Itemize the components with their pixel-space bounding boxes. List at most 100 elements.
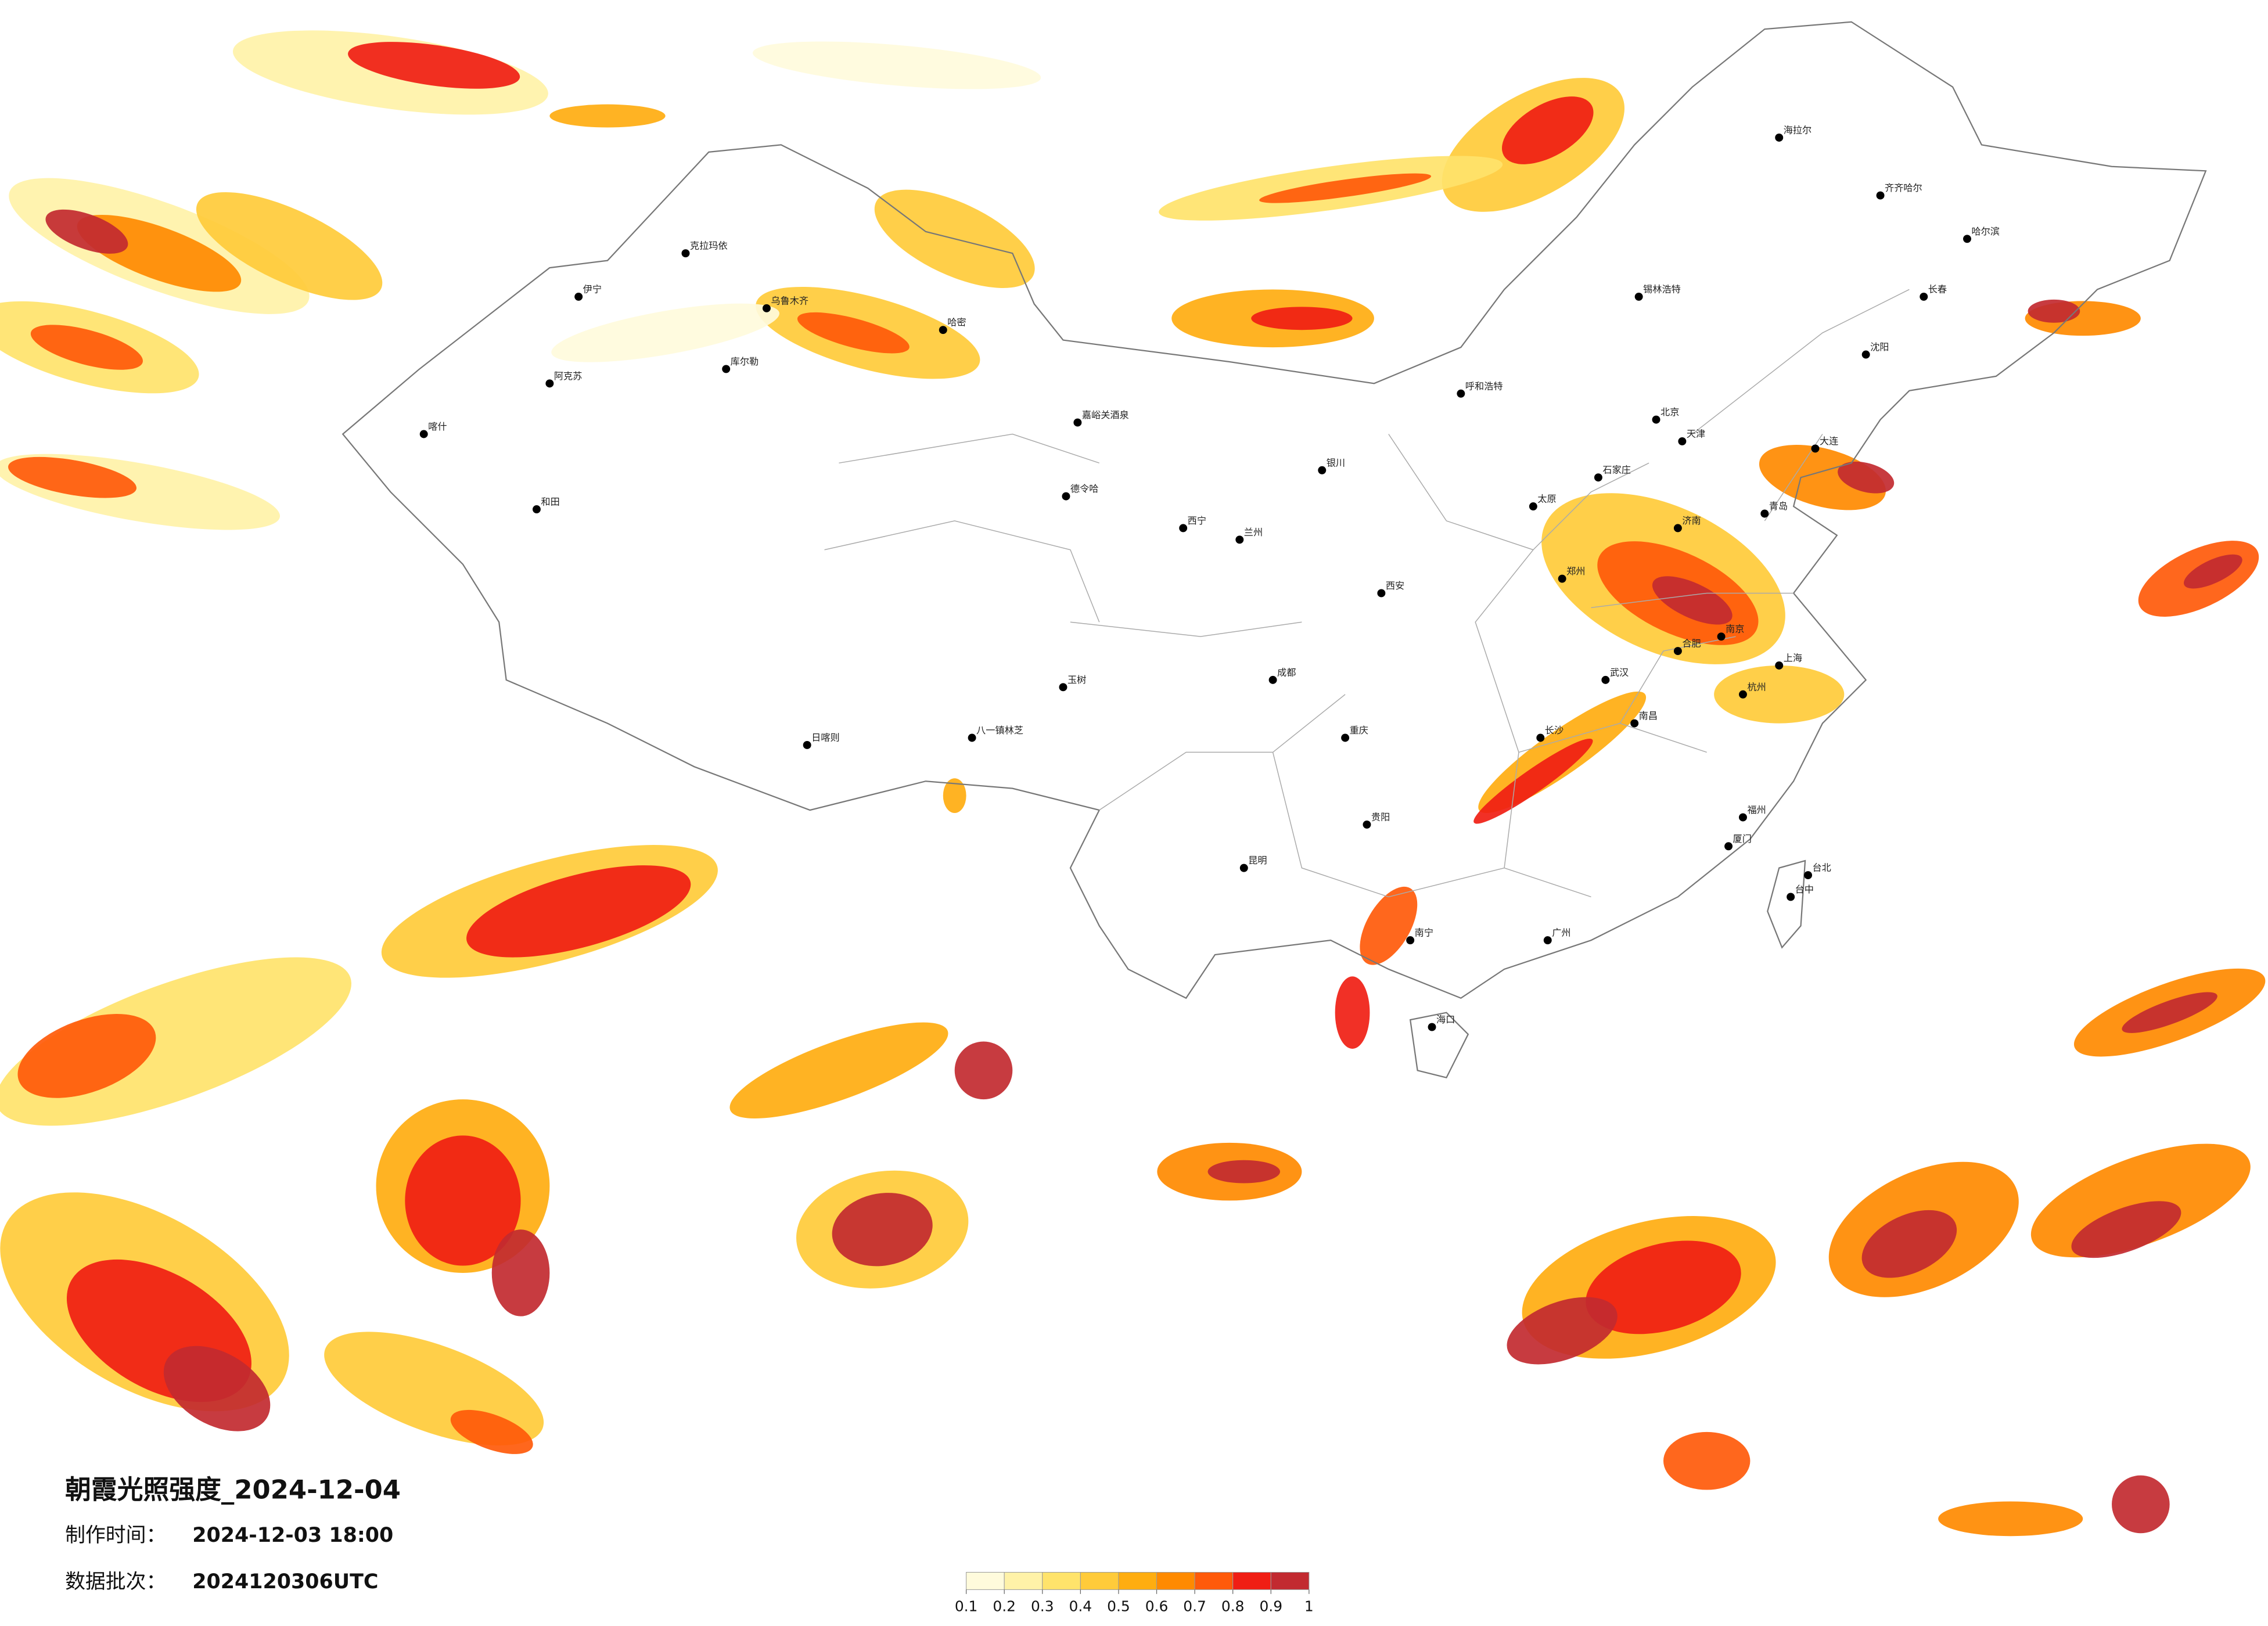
city-label: 长春 <box>1928 283 1947 294</box>
legend-tick-label: 0.3 <box>1031 1598 1054 1615</box>
city-dot <box>1652 415 1660 424</box>
legend-swatch <box>1156 1571 1195 1590</box>
city-dot <box>1377 589 1386 598</box>
city-dot <box>1558 574 1566 583</box>
city-label: 大连 <box>1820 436 1838 447</box>
city-dot <box>1536 733 1545 742</box>
city-label: 南昌 <box>1639 710 1658 721</box>
city-label: 郑州 <box>1566 566 1585 577</box>
city-dot <box>1406 936 1415 945</box>
heat-patch <box>1473 738 1593 824</box>
city-label: 成都 <box>1277 667 1296 678</box>
heat-patch <box>729 1022 948 1118</box>
heat-patch <box>1360 886 1418 965</box>
city-dot <box>574 292 583 301</box>
city-dot <box>545 379 554 388</box>
city-label: 和田 <box>541 497 559 508</box>
city-label: 嘉峪关酒泉 <box>1082 409 1129 420</box>
city-dot <box>1235 535 1244 544</box>
heat-patch <box>466 865 691 958</box>
city-dot <box>1428 1023 1436 1031</box>
city-label: 西安 <box>1386 580 1404 591</box>
city-dot <box>1963 235 1971 243</box>
legend-swatch <box>1270 1571 1310 1590</box>
heat-patch <box>1259 173 1432 203</box>
city-dot <box>1634 292 1643 301</box>
city-dot <box>1811 444 1820 453</box>
city-dot <box>1760 509 1769 518</box>
city-label: 哈密 <box>947 317 966 328</box>
city-label: 台北 <box>1813 862 1831 873</box>
city-label: 阿克苏 <box>554 370 583 382</box>
city-label: 齐齐哈尔 <box>1885 182 1922 193</box>
city-dot <box>1861 350 1870 359</box>
city-label: 库尔勒 <box>731 356 759 367</box>
city-label: 八一镇林芝 <box>976 725 1023 736</box>
province-lines <box>824 289 1910 898</box>
heat-patch <box>943 778 966 813</box>
legend-tick-label: 1 <box>1304 1598 1314 1615</box>
city-dot <box>1062 492 1070 501</box>
city-dot <box>1179 524 1188 533</box>
city-dot <box>532 505 541 513</box>
heat-layer <box>0 30 2266 1537</box>
legend-swatch <box>966 1571 1005 1590</box>
heat-patch <box>1714 665 1845 724</box>
city-label: 南宁 <box>1415 927 1433 938</box>
city-label: 兰州 <box>1244 527 1263 538</box>
city-label: 克拉玛依 <box>690 240 728 251</box>
country-outline <box>342 21 2207 1079</box>
legend-tick-label: 0.6 <box>1145 1598 1169 1615</box>
heat-patch <box>1207 1160 1281 1183</box>
city-dot <box>803 740 811 749</box>
city-dot <box>1363 820 1371 829</box>
city-dot <box>1601 675 1610 684</box>
city-dot <box>939 326 947 334</box>
city-dot <box>1724 842 1733 851</box>
city-label: 哈尔滨 <box>1971 226 2000 237</box>
city-label: 贵阳 <box>1371 811 1390 822</box>
city-dot <box>1543 936 1552 945</box>
heat-patch <box>1838 461 1895 494</box>
map-title: 朝霞光照强度_2024-12-04 <box>65 1474 401 1505</box>
city-label: 昆明 <box>1248 855 1267 866</box>
city-label: 重庆 <box>1350 725 1368 736</box>
legend-swatch <box>1232 1571 1271 1590</box>
city-label: 北京 <box>1660 406 1679 418</box>
city-dot <box>1787 893 1795 901</box>
city-dot <box>1876 191 1885 200</box>
city-label: 沈阳 <box>1870 341 1889 352</box>
legend-tick-label: 0.2 <box>993 1598 1016 1615</box>
data-batch-value: 2024120306UTC <box>192 1570 378 1593</box>
legend-tick-label: 0.7 <box>1183 1598 1206 1615</box>
legend-tick-label: 0.5 <box>1107 1598 1130 1615</box>
heat-patch <box>1938 1501 2083 1537</box>
heat-patch <box>348 42 520 89</box>
city-label: 济南 <box>1682 515 1701 526</box>
city-dot <box>722 365 731 373</box>
production-time-label: 制作时间： <box>65 1524 166 1547</box>
city-dot <box>1239 864 1248 872</box>
taiwan-border <box>1767 859 1806 949</box>
legend-tick-label: 0.4 <box>1069 1598 1092 1615</box>
city-dot <box>1630 719 1639 728</box>
heat-patch <box>450 1409 533 1454</box>
city-label: 福州 <box>1747 804 1766 815</box>
city-dot <box>1804 871 1813 880</box>
heat-patch <box>2183 554 2242 589</box>
city-dot <box>762 304 771 312</box>
city-dot <box>968 733 976 742</box>
legend-tick-label: 0.1 <box>955 1598 978 1615</box>
heat-patch <box>405 1135 521 1266</box>
city-label: 海口 <box>1436 1014 1455 1025</box>
city-label: 厦门 <box>1733 833 1752 844</box>
city-dot <box>1673 647 1682 656</box>
heat-patch <box>2112 1475 2170 1534</box>
heat-patch <box>752 41 1041 89</box>
heat-patch <box>1586 1240 1741 1334</box>
city-label: 太原 <box>1537 494 1556 505</box>
heat-patch <box>549 104 666 128</box>
legend: 0.1 0.2 0.3 0.4 0.5 0.6 0.7 0.8 0.9 1 <box>955 1571 1314 1615</box>
city-label: 武汉 <box>1610 667 1629 678</box>
